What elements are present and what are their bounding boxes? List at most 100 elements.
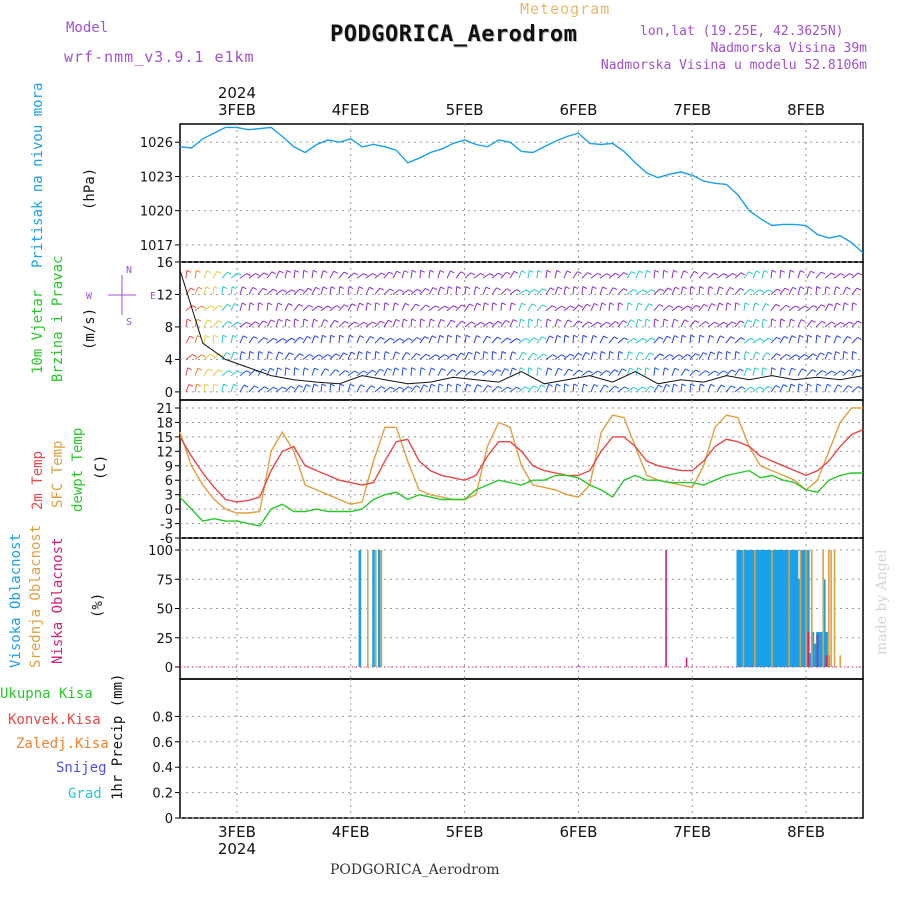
wind-barb — [410, 270, 413, 279]
wind-barb — [518, 319, 522, 328]
wind-barb — [581, 352, 587, 360]
wind-barb-flag — [469, 303, 474, 307]
wind-barb-flag — [404, 270, 409, 274]
wind-barb-flag — [714, 321, 719, 325]
wind-barb-flag — [218, 304, 224, 308]
wind-barb — [392, 351, 397, 360]
wind-barb-flag — [548, 383, 553, 387]
wind-barb — [617, 320, 624, 328]
wind-barb-flag — [227, 321, 233, 325]
wind-barb-flag — [448, 286, 453, 290]
wind-barb-flag — [816, 334, 822, 338]
wind-barb-flag — [489, 273, 494, 277]
cloud-bar — [665, 550, 667, 667]
ytick-label: 0 — [165, 386, 173, 401]
wind-barb-flag — [561, 354, 566, 358]
wind-barb-flag — [836, 302, 841, 306]
wind-barb-flag — [294, 269, 300, 273]
ytick-label: 12 — [156, 288, 173, 303]
cloud-bar — [799, 550, 802, 667]
wind-speed-line — [179, 269, 864, 385]
wind-barb — [338, 286, 341, 295]
wind-barb-flag — [335, 369, 340, 373]
altitude-label: Nadmorska Visina 39m — [710, 41, 867, 56]
wind-barb — [266, 288, 274, 295]
wind-barb-flag — [466, 383, 472, 387]
wind-barb — [824, 370, 832, 377]
wind-barb-flag — [710, 383, 715, 387]
wind-barb-flag — [501, 302, 507, 306]
wind-barb-flag — [492, 302, 498, 306]
wind-barb-flag — [795, 305, 800, 309]
wind-barb-flag — [537, 367, 543, 371]
wind-barb-flag — [273, 386, 278, 390]
wind-barb — [248, 287, 254, 295]
wind-barb-flag — [658, 304, 664, 308]
wind-barb — [230, 321, 238, 328]
wind-barb — [842, 385, 849, 393]
wind-barb-flag — [465, 286, 471, 289]
wind-barb-flag — [411, 269, 417, 273]
wind-barb — [644, 337, 652, 344]
wind-barb-flag — [521, 270, 526, 274]
wind-barb — [428, 318, 432, 328]
wind-barb — [581, 272, 588, 279]
wind-barb — [518, 270, 523, 279]
wind-barb-flag — [690, 286, 696, 289]
wind-barb-flag — [367, 302, 372, 306]
wind-barb-flag — [516, 289, 521, 293]
wind-barb-flag — [703, 303, 709, 307]
wind-barb-flag — [807, 286, 813, 289]
wind-barb — [257, 272, 265, 279]
wind-barb — [770, 367, 773, 376]
wind-barb-flag — [831, 370, 836, 374]
t2m-temp-line — [179, 429, 864, 503]
wind-barb-flag — [830, 272, 836, 276]
wind-barb-flag — [191, 305, 197, 308]
wind-barb-flag — [318, 354, 323, 358]
panel-frame-wind — [179, 261, 864, 401]
wind-barb-flag — [192, 354, 197, 358]
wind-barb-flag — [237, 321, 242, 325]
wind-barb-flag — [272, 288, 278, 292]
wind-barb-flag — [678, 305, 683, 309]
wind-barb — [590, 321, 598, 328]
wind-barb-flag — [799, 286, 805, 290]
wind-barb-flag — [633, 288, 638, 292]
wind-barb-flag — [816, 383, 822, 387]
compass-east: E — [150, 291, 156, 302]
wind-barb — [203, 319, 208, 328]
wind-barb-flag — [565, 286, 570, 290]
ytick-label: 50 — [156, 603, 173, 618]
wind-barb-flag — [628, 302, 633, 306]
wind-barb — [221, 271, 228, 279]
date-label-top: 4FEB — [332, 101, 370, 119]
wind-barb — [680, 368, 686, 376]
wind-barb — [491, 351, 494, 360]
wind-barb — [374, 386, 382, 393]
wind-barb-flag — [811, 319, 816, 323]
wind-barb — [446, 335, 449, 344]
wind-barb-flag — [350, 383, 355, 387]
wind-barb-flag — [303, 269, 308, 273]
wind-barb — [455, 335, 458, 344]
wind-barb-flag — [540, 384, 546, 388]
wind-barb — [383, 302, 386, 311]
wind-barb — [761, 270, 765, 279]
chart-title: PODGORICA_Aerodrom — [330, 22, 578, 47]
wind-barb-flag — [664, 367, 669, 371]
wind-barb-flag — [314, 335, 320, 339]
wind-barb — [689, 383, 692, 392]
wind-barb-flag — [354, 321, 359, 325]
wind-barb-flag — [857, 320, 862, 324]
wind-barb-flag — [748, 271, 753, 275]
wind-barb-flag — [394, 302, 399, 306]
wind-barb-flag — [546, 269, 552, 273]
wind-barb — [761, 386, 769, 393]
wind-barb-flag — [835, 286, 841, 290]
wind-barb — [716, 321, 724, 328]
wind-barb-flag — [673, 383, 678, 387]
wind-barb-flag — [739, 287, 745, 291]
wind-barb — [185, 335, 191, 344]
wind-barb-flag — [520, 318, 526, 322]
